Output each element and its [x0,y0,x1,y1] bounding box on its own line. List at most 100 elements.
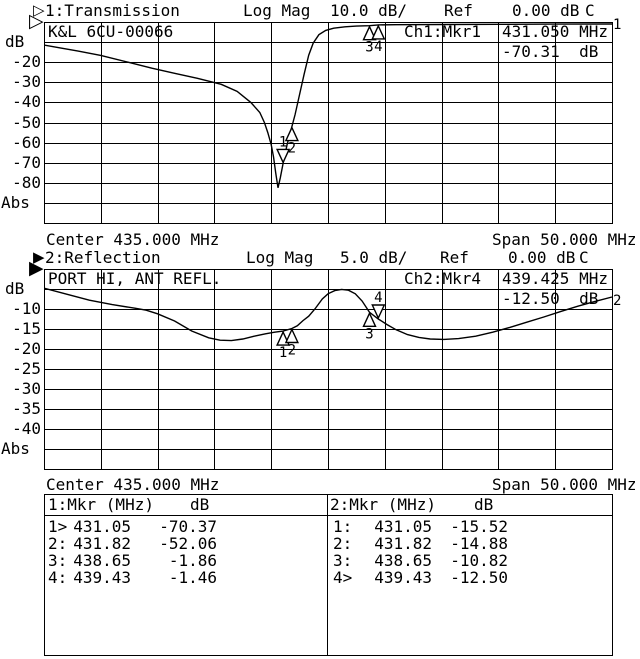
ch1-marker-readout-freq: 431.050 MHz [502,22,608,41]
marker-value: -1.46 [168,568,217,587]
axis-tick-label: -35 [12,399,41,418]
marker-freq: 438.65 [374,551,432,570]
table1-row-4: 4: 439.43 -1.46 [45,569,217,586]
axis-tick-label: -25 [12,359,41,378]
table1-title: 1:Mkr (MHz) [48,495,154,514]
ch2-trace-number: 2 [613,293,622,309]
ch2-ref-value: 0.00 dB [508,248,576,267]
ch1-active-indicator-icon: ▷ [33,1,45,19]
marker-4-triangle-icon [371,24,386,40]
marker-3-number: 3 [365,40,373,56]
marker-id: 4> [333,568,353,587]
ch2-device-label: PORT HI, ANT REFL. [48,269,222,288]
axis-tick-label: -40 [12,419,41,438]
graticule-grid [44,22,613,224]
ch1-title: 1:Transmission [45,1,180,20]
marker-id: 2: [48,534,68,553]
marker-1-number: 1 [279,345,287,361]
table2-row-1: 1: 431.05 -15.52 [330,518,508,535]
marker-1-triangle-icon [276,148,291,165]
ch2-marker-readout-freq: 439.425 MHz [502,269,608,288]
marker-3-triangle-icon [362,311,377,327]
marker-value: -14.88 [450,534,508,553]
axis-abs-label: Abs [1,193,30,212]
ch2-active-indicator-icon: ▶ [33,248,45,266]
axis-tick-label: -30 [12,72,41,91]
ch2-marker-readout-value: -12.50 dB [502,289,599,308]
table1-row-1: 1> 431.05 -70.37 [45,518,217,535]
ch1-ref-label: Ref [444,1,473,20]
marker-3-triangle-icon [362,25,377,41]
ch1-marker-readout-channel: Ch1:Mkr1 [404,22,482,41]
ch2-title: 2:Reflection [45,248,161,267]
table1-row-2: 2: 431.82 -52.06 [45,535,217,552]
marker-freq: 431.82 [73,534,131,553]
table2-row-4: 4> 439.43 -12.50 [330,569,508,586]
ch2-format-label: Log Mag [246,248,314,267]
marker-4-number: 4 [374,290,382,306]
marker-id: 1> [48,517,68,536]
ch1-marker-readout-value: -70.31 dB [502,42,599,61]
marker-value: -70.37 [159,517,217,536]
marker-2-number: 2 [288,141,296,157]
marker-4-triangle-icon [371,304,386,320]
marker-id: 1: [333,517,353,536]
table2-title: 2:Mkr (MHz) [330,495,436,514]
trace [44,287,613,342]
ch1-corner-marker-icon: ▷ [29,10,44,32]
axis-unit-label: dB [5,279,25,298]
axis-tick-label: -10 [12,299,41,318]
ch1-scale-value: 10.0 dB/ [330,1,408,20]
marker-3-number: 3 [365,326,373,342]
axis-tick-label: -30 [12,379,41,398]
ch2-cal-indicator: C [579,248,589,267]
ch1-format-label: Log Mag [243,1,311,20]
axis-tick-label: -80 [12,173,41,192]
marker-id: 4: [48,568,68,587]
table2-row-2: 2: 431.82 -14.88 [330,535,508,552]
reflection-plot: 1 2 3 4 [44,269,613,470]
marker-freq: 439.43 [374,568,432,587]
graticule-grid [44,269,613,470]
marker-table-header-rule [45,515,612,516]
axis-tick-label: -70 [12,153,41,172]
ch1-ref-value: 0.00 dB [512,1,580,20]
marker-freq: 439.43 [73,568,131,587]
marker-value: -1.86 [168,551,217,570]
axis-tick-label: -20 [12,339,41,358]
ch2-ref-label: Ref [440,248,469,267]
axis-tick-label: -15 [12,319,41,338]
ch1-span: Span 50.000 MHz [492,230,637,249]
ch2-marker-readout-channel: Ch2:Mkr4 [404,269,482,288]
axis-tick-label: -40 [12,92,41,111]
marker-4-number: 4 [374,39,382,55]
marker-freq: 431.05 [73,517,131,536]
table2-row-3: 3: 438.65 -10.82 [330,552,508,569]
marker-id: 3: [48,551,68,570]
table1-row-3: 3: 438.65 -1.86 [45,552,217,569]
marker-freq: 431.82 [374,534,432,553]
marker-1-number: 1 [279,134,287,150]
ch1-center-freq: Center 435.000 MHz [46,230,220,249]
marker-freq: 438.65 [73,551,131,570]
marker-id: 2: [333,534,353,553]
ch1-device-label: K&L 6CU-00066 [48,22,174,41]
axis-tick-label: -50 [12,113,41,132]
marker-table-divider [327,495,328,655]
marker-value: -10.82 [450,551,508,570]
table2-unit-header: dB [474,495,494,514]
marker-freq: 431.05 [374,517,432,536]
axis-tick-label: -60 [12,133,41,152]
marker-id: 3: [333,551,353,570]
axis-tick-label: -20 [12,52,41,71]
marker-table: 1:Mkr (MHz) dB 2:Mkr (MHz) dB 1> 431.05 -7… [44,494,613,656]
marker-2-triangle-icon [284,125,299,142]
marker-value: -52.06 [159,534,217,553]
marker-2-triangle-icon [284,327,299,344]
ch2-corner-marker-icon: ▶ [29,257,44,279]
transmission-plot: 1 2 3 4 [44,22,613,224]
marker-2-number: 2 [288,343,296,359]
